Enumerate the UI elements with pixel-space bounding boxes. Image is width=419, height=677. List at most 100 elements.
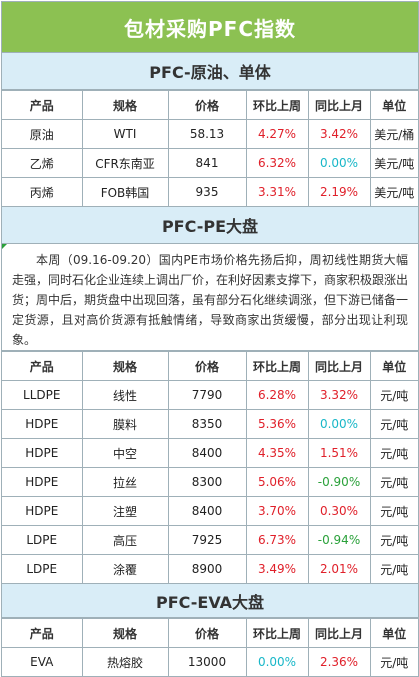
pe-market-commentary-text: 本周（09.16-09.20）国内PE市场价格先扬后抑，周初线性期货大幅走强，同… (12, 253, 409, 347)
table-row: 丙烯 FOB韩国 935 3.31% 2.19% 美元/吨 (2, 177, 418, 207)
wow-change-cell: 0.00% (245, 647, 309, 677)
spec-cell: WTI (81, 119, 169, 149)
product-cell: 丙烯 (2, 177, 83, 207)
product-header: 产品 (2, 618, 83, 648)
wow-change-cell: 3.70% (245, 496, 309, 526)
unit-cell: 元/吨 (369, 525, 418, 555)
price-cell: 8400 (167, 496, 247, 526)
mom-header: 同比上月 (307, 618, 371, 648)
table-row: HDPE 膜料 8350 5.36% 0.00% 元/吨 (2, 409, 418, 439)
mom-header: 同比上月 (307, 351, 371, 381)
mom-change-cell: 0.30% (307, 496, 371, 526)
spec-cell: 线性 (81, 380, 169, 410)
wow-change-cell: 6.28% (245, 380, 309, 410)
table-row: 原油 WTI 58.13 4.27% 3.42% 美元/桶 (2, 119, 418, 149)
wow-change-cell: 4.35% (245, 438, 309, 468)
unit-cell: 元/吨 (369, 647, 418, 677)
price-header: 价格 (167, 351, 247, 381)
unit-cell: 元/吨 (369, 380, 418, 410)
product-cell: LDPE (2, 525, 83, 555)
mom-change-cell: -0.90% (307, 467, 371, 497)
spec-cell: 涂覆 (81, 554, 169, 584)
wow-change-cell: 3.49% (245, 554, 309, 584)
pe-market-commentary: 本周（09.16-09.20）国内PE市场价格先扬后抑，周初线性期货大幅走强，同… (2, 244, 418, 351)
table-header-row: 产品 规格 价格 环比上周 同比上月 单位 (2, 90, 418, 120)
wow-change-cell: 6.32% (245, 148, 309, 178)
table-row: HDPE 注塑 8400 3.70% 0.30% 元/吨 (2, 496, 418, 526)
price-cell: 841 (167, 148, 247, 178)
unit-cell: 元/吨 (369, 409, 418, 439)
spec-cell: 热熔胶 (81, 647, 169, 677)
table-row: HDPE 拉丝 8300 5.06% -0.90% 元/吨 (2, 467, 418, 497)
wow-change-cell: 6.73% (245, 525, 309, 555)
wow-change-cell: 5.06% (245, 467, 309, 497)
table-eva: 产品 规格 价格 环比上周 同比上月 单位 EVA 热熔胶 13000 0.00% 2.36% 元/吨 (2, 618, 418, 677)
wow-header: 环比上周 (245, 618, 309, 648)
mom-change-cell: 2.19% (307, 177, 371, 207)
mom-change-cell: 0.00% (307, 148, 371, 178)
product-cell: HDPE (2, 409, 83, 439)
unit-header: 单位 (369, 618, 418, 648)
spec-cell: 拉丝 (81, 467, 169, 497)
section-heading-eva: PFC-EVA大盘 (2, 584, 418, 618)
spec-cell: 高压 (81, 525, 169, 555)
spec-cell: FOB韩国 (81, 177, 169, 207)
table-pe: 产品 规格 价格 环比上周 同比上月 单位 LLDPE 线性 7790 6.28% 3.32% 元/吨… (2, 351, 418, 584)
price-cell: 8400 (167, 438, 247, 468)
product-cell: 乙烯 (2, 148, 83, 178)
table-row: EVA 热熔胶 13000 0.00% 2.36% 元/吨 (2, 647, 418, 677)
section-heading-crude-monomer: PFC-原油、单体 (2, 53, 418, 90)
mom-change-cell: 2.01% (307, 554, 371, 584)
unit-cell: 美元/桶 (369, 119, 418, 149)
mom-change-cell: 3.32% (307, 380, 371, 410)
price-header: 价格 (167, 618, 247, 648)
product-header: 产品 (2, 90, 83, 120)
product-cell: LDPE (2, 554, 83, 584)
unit-header: 单位 (369, 351, 418, 381)
table-row: LDPE 涂覆 8900 3.49% 2.01% 元/吨 (2, 554, 418, 584)
unit-header: 单位 (369, 90, 418, 120)
spec-cell: 膜料 (81, 409, 169, 439)
product-cell: 原油 (2, 119, 83, 149)
wow-header: 环比上周 (245, 90, 309, 120)
price-cell: 7925 (167, 525, 247, 555)
comment-marker (2, 244, 7, 249)
table-row: 乙烯 CFR东南亚 841 6.32% 0.00% 美元/吨 (2, 148, 418, 178)
mom-change-cell: 1.51% (307, 438, 371, 468)
unit-cell: 元/吨 (369, 467, 418, 497)
product-cell: HDPE (2, 496, 83, 526)
product-header: 产品 (2, 351, 83, 381)
table-row: LLDPE 线性 7790 6.28% 3.32% 元/吨 (2, 380, 418, 410)
mom-change-cell: -0.94% (307, 525, 371, 555)
price-cell: 8350 (167, 409, 247, 439)
spec-cell: 中空 (81, 438, 169, 468)
table-header-row: 产品 规格 价格 环比上周 同比上月 单位 (2, 618, 418, 648)
product-cell: LLDPE (2, 380, 83, 410)
wow-change-cell: 3.31% (245, 177, 309, 207)
wow-header: 环比上周 (245, 351, 309, 381)
unit-cell: 元/吨 (369, 438, 418, 468)
table-row: LDPE 高压 7925 6.73% -0.94% 元/吨 (2, 525, 418, 555)
unit-cell: 美元/吨 (369, 177, 418, 207)
mom-change-cell: 0.00% (307, 409, 371, 439)
table-crude-monomer: 产品 规格 价格 环比上周 同比上月 单位 原油 WTI 58.13 4.27% 3.42% 美元/桶… (2, 90, 418, 207)
unit-cell: 元/吨 (369, 496, 418, 526)
price-cell: 13000 (167, 647, 247, 677)
wow-change-cell: 5.36% (245, 409, 309, 439)
spec-header: 规格 (81, 618, 169, 648)
mom-change-cell: 3.42% (307, 119, 371, 149)
table-row: HDPE 中空 8400 4.35% 1.51% 元/吨 (2, 438, 418, 468)
price-cell: 7790 (167, 380, 247, 410)
price-cell: 8900 (167, 554, 247, 584)
price-cell: 58.13 (167, 119, 247, 149)
price-cell: 935 (167, 177, 247, 207)
wow-change-cell: 4.27% (245, 119, 309, 149)
price-header: 价格 (167, 90, 247, 120)
mom-header: 同比上月 (307, 90, 371, 120)
product-cell: EVA (2, 647, 83, 677)
spec-header: 规格 (81, 351, 169, 381)
unit-cell: 元/吨 (369, 554, 418, 584)
spec-cell: CFR东南亚 (81, 148, 169, 178)
section-heading-pe: PFC-PE大盘 (2, 207, 418, 244)
